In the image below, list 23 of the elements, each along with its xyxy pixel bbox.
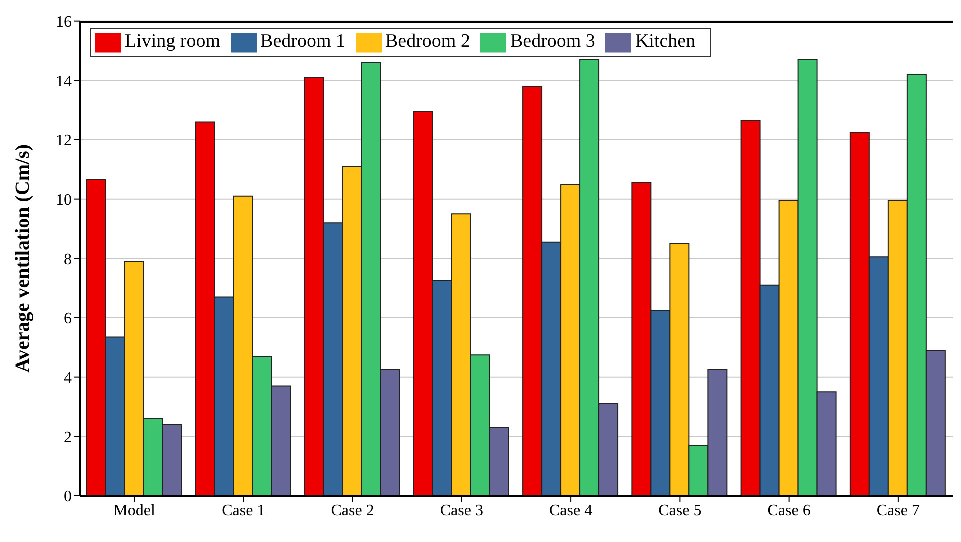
legend-label: Bedroom 1 bbox=[260, 31, 346, 52]
x-tick-label: Case 3 bbox=[440, 502, 484, 520]
y-tick-label: 6 bbox=[64, 310, 72, 328]
y-tick-label: 16 bbox=[56, 14, 72, 32]
x-tick-label: Case 1 bbox=[222, 502, 266, 520]
x-tick-label: Case 5 bbox=[658, 502, 702, 520]
x-tick-label: Case 6 bbox=[768, 502, 811, 520]
y-axis-title: Average ventilation (Cm/s) bbox=[12, 144, 34, 373]
legend-label: Bedroom 3 bbox=[510, 31, 596, 52]
y-tick-label: 2 bbox=[64, 429, 72, 446]
x-tick-label: Case 4 bbox=[550, 502, 593, 520]
legend-label: Bedroom 2 bbox=[386, 31, 470, 52]
x-tick-label: Case 7 bbox=[876, 502, 920, 520]
y-tick-label: 12 bbox=[56, 132, 72, 150]
y-tick-label: 10 bbox=[56, 192, 72, 210]
y-tick-label: 4 bbox=[64, 370, 72, 388]
legend-label: Living room bbox=[125, 31, 221, 52]
x-tick-label: Model bbox=[114, 502, 156, 520]
y-tick-label: 14 bbox=[56, 73, 72, 90]
x-tick-label: Case 2 bbox=[331, 502, 374, 520]
y-tick-label: 8 bbox=[64, 251, 72, 268]
y-tick-label: 0 bbox=[64, 488, 72, 506]
legend-label: Kitchen bbox=[635, 31, 696, 52]
